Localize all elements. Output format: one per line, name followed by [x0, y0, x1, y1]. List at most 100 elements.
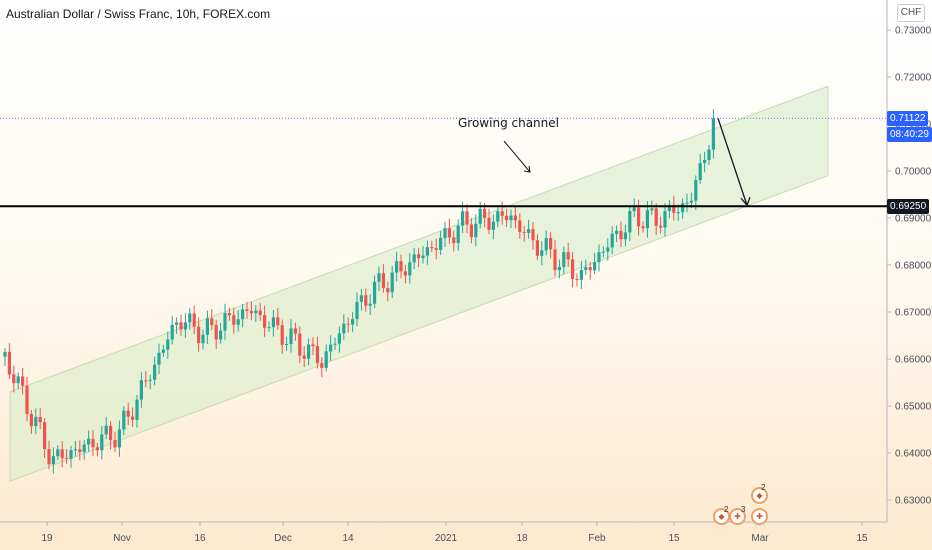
candle-body — [227, 313, 231, 316]
candle-body — [104, 425, 108, 435]
annotation-arrow — [503, 140, 531, 173]
candle-body — [456, 225, 460, 244]
candle-body — [157, 352, 161, 365]
candle-body — [553, 249, 557, 271]
candle-body — [139, 380, 143, 400]
projection-arrow — [717, 118, 748, 206]
candle-body — [214, 325, 218, 340]
price-tick-label: 0.67000 — [895, 308, 932, 319]
candle-body — [364, 295, 368, 306]
price-tick-label: 0.63000 — [895, 496, 932, 507]
candle-body — [452, 237, 456, 244]
candle-body — [619, 230, 623, 240]
candle-body — [483, 208, 487, 218]
candle-body — [179, 322, 183, 330]
candle-body — [386, 288, 390, 293]
candle-body — [34, 416, 38, 427]
candle-body — [320, 363, 324, 368]
candle-body — [197, 326, 201, 344]
candle-body — [100, 434, 104, 451]
candle-body — [29, 414, 33, 427]
candle-body — [447, 228, 451, 238]
candle-body — [540, 250, 544, 256]
candle-body — [465, 211, 469, 225]
current-price-tag: 0.71122 — [887, 111, 929, 127]
candle-body — [109, 425, 113, 441]
candle-body — [56, 449, 60, 457]
candle-body — [505, 215, 509, 221]
candle-body — [403, 271, 407, 276]
candle-body — [280, 325, 284, 345]
candle-body — [535, 240, 539, 256]
candle-body — [395, 261, 399, 273]
event-count: 3 — [741, 505, 746, 514]
candle-body — [522, 231, 526, 233]
candle-body — [527, 229, 531, 233]
price-tick-label: 0.64000 — [895, 449, 932, 460]
candle-body — [584, 267, 588, 271]
candle-body — [509, 215, 513, 221]
time-tick-label: 18 — [516, 533, 528, 544]
candle-body — [87, 438, 91, 445]
candle-body — [681, 203, 685, 213]
au-flag-icon[interactable]: ◆ — [751, 487, 768, 504]
candle-body — [95, 447, 99, 451]
candle-body — [650, 208, 654, 211]
countdown-tag: 08:40:29 — [887, 127, 932, 143]
candle-body — [531, 229, 535, 241]
price-tick-label: 0.69000 — [895, 214, 932, 225]
candle-body — [623, 232, 627, 240]
price-tick-label: 0.66000 — [895, 355, 932, 366]
ch-flag-icon[interactable]: ✚ — [751, 508, 768, 525]
candle-body — [439, 237, 443, 250]
candle-body — [390, 272, 394, 293]
event-count: 2 — [761, 483, 766, 492]
candle-body — [285, 343, 289, 345]
candle-body — [311, 344, 315, 347]
candle-body — [144, 380, 148, 382]
candle-body — [417, 254, 421, 259]
candle-body — [271, 317, 275, 328]
candle-body — [267, 327, 271, 329]
level-price-tag: 0.69250 — [887, 199, 930, 215]
candle-body — [82, 444, 86, 453]
candle-body — [496, 211, 500, 222]
candle-body — [377, 273, 381, 282]
candle-body — [443, 228, 447, 238]
candle-body — [249, 310, 253, 314]
ch-flag-icon[interactable]: ✚ — [729, 508, 746, 525]
time-tick-label: 16 — [194, 533, 206, 544]
candle-body — [667, 204, 671, 212]
candle-body — [12, 374, 16, 384]
candle-body — [698, 162, 702, 181]
candle-body — [16, 376, 20, 384]
candle-body — [91, 438, 95, 448]
candle-body — [263, 315, 267, 328]
candle-body — [241, 309, 245, 320]
candle-body — [65, 457, 69, 459]
candle-body — [333, 343, 337, 345]
candle-body — [315, 346, 319, 364]
candle-body — [219, 330, 223, 340]
candle-body — [562, 252, 566, 267]
candle-body — [544, 238, 548, 251]
time-tick-label: 2021 — [435, 533, 458, 544]
candle-body — [183, 322, 187, 330]
candle-body — [254, 310, 258, 314]
candle-body — [412, 254, 416, 263]
candle-body — [672, 204, 676, 213]
candle-body — [641, 226, 645, 229]
currency-selector[interactable]: CHF — [897, 4, 925, 22]
chart-title: Australian Dollar / Swiss Franc, 10h, FO… — [6, 7, 271, 21]
candle-body — [408, 262, 412, 276]
candle-body — [175, 322, 179, 325]
candle-body — [689, 200, 693, 203]
candle-body — [329, 344, 333, 352]
candle-body — [676, 212, 680, 214]
annotation-arrowhead — [523, 165, 531, 173]
candle-body — [645, 210, 649, 229]
candle-body — [606, 247, 610, 252]
candle-body — [135, 399, 139, 420]
